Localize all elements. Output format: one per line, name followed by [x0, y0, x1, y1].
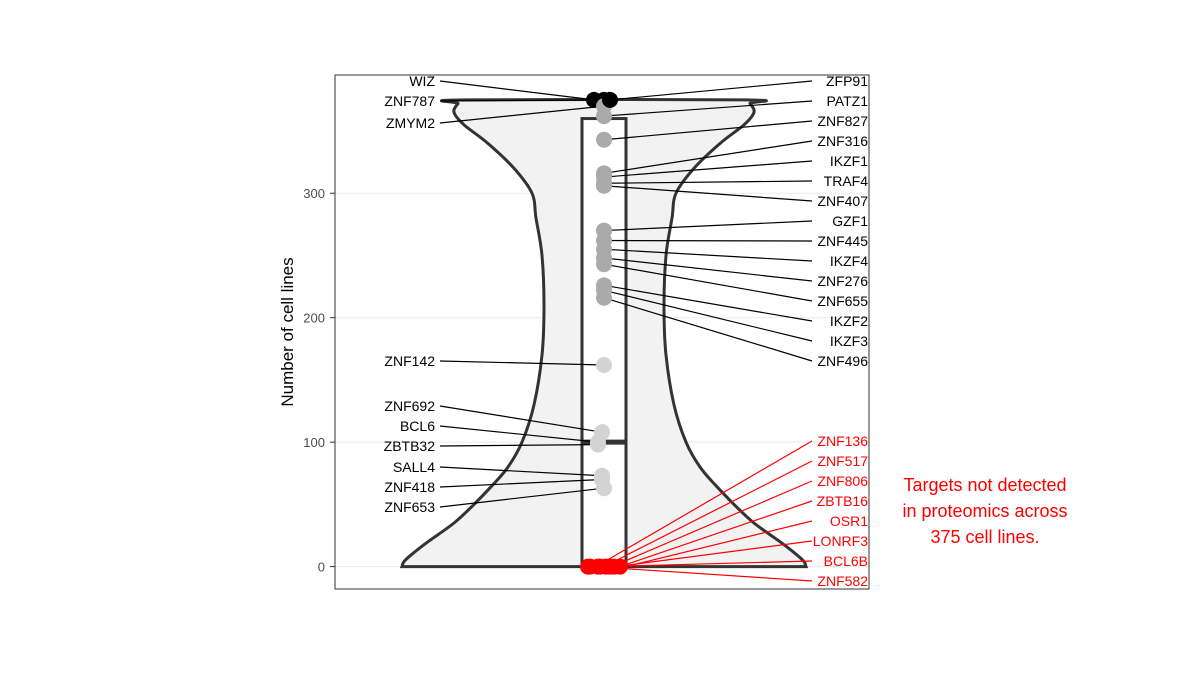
label-zfp91: ZFP91 [826, 73, 868, 89]
label-znf316: ZNF316 [817, 133, 868, 149]
point-zbtb32 [590, 436, 606, 453]
leader-line-znf582 [593, 565, 813, 582]
label-osr1: OSR1 [830, 513, 868, 529]
leader-line-lonrf3 [615, 540, 813, 568]
point-znf827 [596, 131, 612, 148]
leader-line-ikzf4 [603, 248, 813, 262]
label-ikzf1: IKZF1 [830, 153, 868, 169]
label-znf517: ZNF517 [817, 453, 868, 469]
label-gzf1: GZF1 [832, 213, 868, 229]
label-leader-lines [439, 80, 813, 582]
label-znf445: ZNF445 [817, 233, 868, 249]
annotation-line-1: Targets not detected [903, 475, 1067, 495]
label-znf582: ZNF582 [817, 573, 868, 589]
label-ikzf2: IKZF2 [830, 313, 868, 329]
leader-line-ikzf1 [603, 160, 813, 178]
leader-line-ikzf2 [603, 284, 813, 322]
leader-line-znf496 [603, 297, 813, 362]
leader-line-znf407 [603, 185, 813, 202]
label-znf692: ZNF692 [384, 398, 435, 414]
point-znf496 [596, 289, 612, 306]
leader-line-znf787 [439, 99, 605, 102]
leader-line-znf142 [439, 360, 605, 366]
point-znf582 [580, 558, 596, 575]
leader-line-znf136 [595, 440, 813, 568]
point-bcl6b [592, 558, 608, 575]
label-znf827: ZNF827 [817, 113, 868, 129]
label-znf418: ZNF418 [384, 479, 435, 495]
label-znf142: ZNF142 [384, 353, 435, 369]
label-znf136: ZNF136 [817, 433, 868, 449]
label-znf276: ZNF276 [817, 273, 868, 289]
leader-line-patz1 [603, 100, 813, 117]
leader-line-wiz [439, 80, 595, 101]
label-znf655: ZNF655 [817, 293, 868, 309]
leader-line-zbtb32 [439, 444, 599, 447]
leader-line-znf276 [603, 257, 813, 282]
point-labels: WIZ ZNF787 ZMYM2 ZNF142 ZNF692 BCL6 ZBTB32 SALL… [384, 73, 869, 589]
annotation-line-3: 375 cell lines. [930, 527, 1040, 547]
label-ikzf3: IKZF3 [830, 333, 868, 349]
leader-line-znf316 [603, 140, 813, 174]
label-znf496: ZNF496 [817, 353, 868, 369]
leader-line-ikzf3 [603, 289, 813, 342]
y-tick-label: 300 [303, 186, 325, 201]
label-znf806: ZNF806 [817, 473, 868, 489]
leader-line-gzf1 [603, 220, 813, 232]
label-lonrf3: LONRF3 [813, 533, 868, 549]
y-tick-label: 100 [303, 435, 325, 450]
label-bcl6b: BCL6B [824, 553, 868, 569]
leader-line-znf517 [603, 460, 813, 568]
leader-line-bcl6 [439, 425, 599, 443]
leader-line-zmym2 [439, 105, 605, 124]
leader-line-znf692 [439, 405, 603, 433]
leader-line-znf653 [439, 487, 605, 508]
label-znf407: ZNF407 [817, 193, 868, 209]
label-traf4: TRAF4 [824, 173, 869, 189]
label-zbtb32: ZBTB32 [384, 438, 436, 454]
leader-line-sall4 [439, 466, 603, 477]
point-znf142 [596, 356, 612, 373]
y-axis-title: Number of cell lines [278, 257, 297, 406]
leader-line-znf827 [603, 120, 813, 141]
point-zfp91 [602, 91, 618, 108]
y-axis-ticks: 0 100 200 300 [303, 186, 335, 575]
leader-line-bcl6b [605, 560, 813, 568]
label-sall4: SALL4 [393, 459, 435, 475]
point-znf655 [596, 256, 612, 273]
label-wiz: WIZ [409, 73, 435, 89]
plot-panel-border [334, 74, 870, 590]
label-ikzf4: IKZF4 [830, 253, 868, 269]
label-zbtb16: ZBTB16 [817, 493, 869, 509]
annotation-line-2: in proteomics across [902, 501, 1068, 521]
label-bcl6: BCL6 [400, 418, 435, 434]
leader-line-znf418 [439, 478, 603, 488]
y-tick-label: 0 [318, 560, 325, 575]
label-znf787: ZNF787 [384, 93, 435, 109]
point-znf653 [596, 480, 612, 497]
point-patz1 [596, 108, 612, 125]
label-patz1: PATZ1 [827, 93, 869, 109]
y-tick-label: 200 [303, 311, 325, 326]
leader-line-traf4 [603, 180, 813, 184]
label-znf653: ZNF653 [384, 499, 435, 515]
data-points [580, 91, 628, 575]
label-zmym2: ZMYM2 [386, 115, 435, 131]
leader-line-osr1 [625, 520, 813, 568]
leader-line-znf806 [611, 480, 813, 568]
leader-line-zfp91 [609, 80, 813, 101]
point-znf407 [596, 177, 612, 194]
leader-line-zbtb16 [619, 500, 813, 568]
annotation-note: Targets not detected in proteomics acros… [860, 472, 1110, 550]
leader-line-znf655 [603, 263, 813, 302]
